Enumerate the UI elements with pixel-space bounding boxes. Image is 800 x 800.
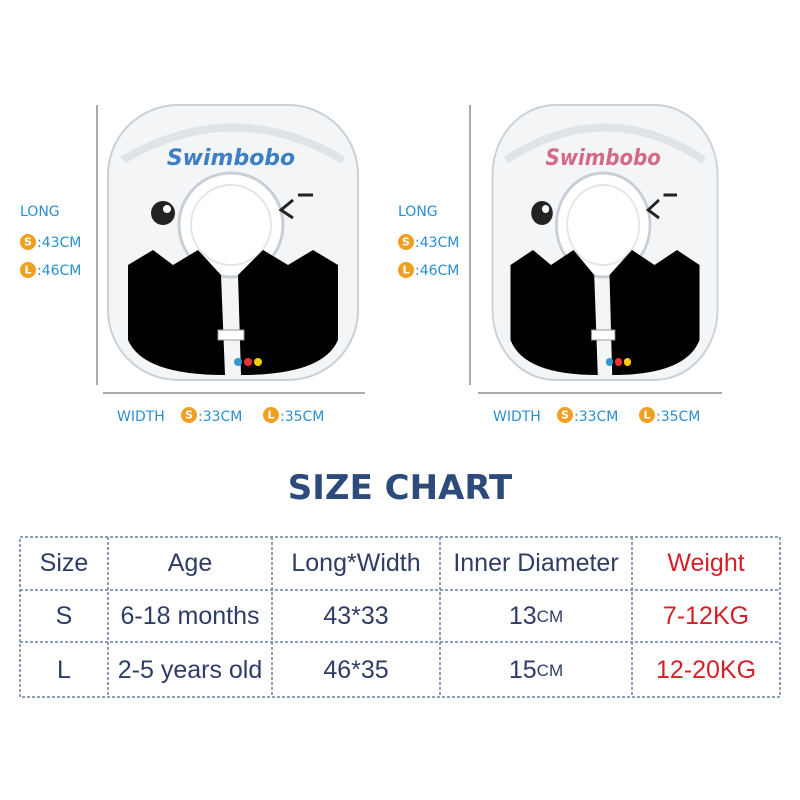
table-cell: 12-20KG bbox=[656, 656, 756, 684]
brand: Swimbobo bbox=[545, 145, 660, 170]
width-label: WIDTH bbox=[117, 409, 165, 425]
table-cell: 6-18 months bbox=[121, 602, 260, 630]
size-badge: S bbox=[24, 236, 32, 249]
cell-number: 15 bbox=[509, 656, 537, 684]
cell-unit: CM bbox=[537, 607, 563, 626]
header-cell: Weight bbox=[667, 549, 744, 577]
table-cell: 7-12KG bbox=[663, 602, 749, 630]
table-cell: S bbox=[56, 602, 73, 630]
width-value: :35CM bbox=[656, 409, 700, 425]
size-badge: L bbox=[643, 409, 650, 422]
float-pink: .fp .body-l,.fp .body-r{fill:#e9a3b3} Sw… bbox=[493, 105, 718, 380]
size-badge: S bbox=[185, 409, 193, 422]
width-label: WIDTH bbox=[493, 409, 541, 425]
width-value: :33CM bbox=[574, 409, 618, 425]
size-badge: S bbox=[561, 409, 569, 422]
table-cell: 13CM bbox=[509, 602, 563, 630]
size-badge: L bbox=[267, 409, 274, 422]
size-badge: S bbox=[402, 236, 410, 249]
title: SIZE CHART bbox=[288, 468, 513, 508]
size-badge: L bbox=[402, 264, 409, 277]
brand: Swimbobo bbox=[167, 146, 295, 171]
width-value: :35CM bbox=[280, 409, 324, 425]
cell-unit: CM bbox=[537, 661, 563, 680]
long-value: :43CM bbox=[415, 235, 459, 251]
table-cell: 15CM bbox=[509, 656, 563, 684]
header-cell: Long*Width bbox=[291, 549, 420, 577]
header-cell: Inner Diameter bbox=[453, 549, 618, 577]
table-cell: L bbox=[57, 656, 71, 684]
long-value: :43CM bbox=[37, 235, 81, 251]
size-badge: L bbox=[24, 264, 31, 277]
width-value: :33CM bbox=[198, 409, 242, 425]
cell-number: 13 bbox=[509, 602, 537, 630]
long-value: :46CM bbox=[37, 263, 81, 279]
float-blue: .fb .body-l,.fb .body-r{fill:#7fa8d8} Sw… bbox=[108, 105, 358, 380]
table-cell: 43*33 bbox=[323, 602, 388, 630]
long-label: LONG bbox=[398, 204, 438, 220]
long-label: LONG bbox=[20, 204, 60, 220]
size-table bbox=[19, 536, 781, 698]
long-value: :46CM bbox=[415, 263, 459, 279]
header-cell: Age bbox=[168, 549, 212, 577]
header-cell: Size bbox=[40, 549, 89, 577]
table-cell: 2-5 years old bbox=[118, 656, 263, 684]
table-cell: 46*35 bbox=[323, 656, 388, 684]
